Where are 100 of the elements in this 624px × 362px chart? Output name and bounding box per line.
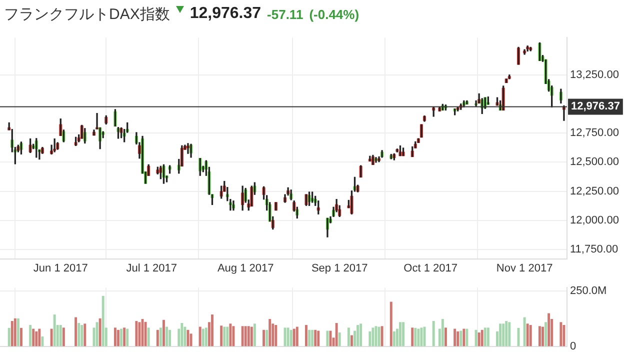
bar [372, 328, 374, 346]
x-tick-label: Aug 1 2017 [217, 262, 274, 274]
bar [16, 318, 20, 346]
bar [420, 328, 423, 346]
bar [335, 322, 338, 346]
bar [123, 328, 126, 346]
bar [32, 328, 35, 346]
bar [338, 332, 341, 346]
bar [144, 322, 147, 346]
bar [374, 326, 378, 346]
bar [126, 328, 129, 346]
bar [166, 326, 168, 346]
bar [226, 326, 229, 346]
bar [29, 324, 32, 346]
bar [562, 324, 566, 346]
bar [78, 322, 80, 346]
bar [311, 330, 314, 346]
bar [414, 328, 417, 346]
bar [286, 328, 290, 346]
text: (-0.44%) [309, 6, 360, 22]
ref-line-label: 12,976.37 [571, 100, 620, 113]
bar [98, 318, 102, 346]
bar [360, 324, 362, 346]
bar [432, 320, 435, 346]
bar [480, 330, 484, 346]
bar [347, 328, 350, 346]
x-tick-label: Jun 1 2017 [33, 262, 88, 274]
bar [526, 324, 529, 346]
chart-title: フランクフルトDAX指数 [4, 4, 170, 24]
bar [80, 324, 84, 346]
bar [162, 320, 165, 346]
bar [350, 335, 353, 346]
bar [59, 324, 62, 346]
bar [96, 322, 98, 346]
bar [180, 322, 184, 346]
bar [232, 326, 235, 346]
bar [229, 324, 232, 346]
bar [120, 328, 123, 346]
text: -57.11 [267, 6, 304, 22]
bar [484, 328, 486, 346]
bar [10, 320, 14, 346]
bar [156, 330, 159, 346]
x-tick-label: Oct 1 2017 [404, 262, 458, 274]
bar [478, 332, 480, 346]
bar [41, 336, 44, 346]
bar [402, 322, 404, 346]
bar [326, 330, 329, 346]
bar [38, 328, 41, 346]
bar [538, 326, 541, 346]
bar [356, 324, 360, 346]
y-tick-label: 12,000.00 [570, 214, 619, 226]
bar [542, 326, 544, 346]
bar [247, 326, 250, 346]
x-tick-label: Jul 1 2017 [126, 262, 177, 274]
bar [444, 328, 447, 346]
bar [314, 330, 317, 346]
candlestick [274, 202, 278, 211]
y-tick-label: 250.0M [570, 284, 607, 297]
bar [35, 331, 38, 346]
y-tick-label: 0 [570, 340, 576, 352]
bar [223, 326, 226, 346]
bar [50, 328, 53, 346]
bar [462, 328, 466, 346]
bar [411, 328, 414, 346]
bar [204, 328, 208, 346]
bar [14, 318, 16, 346]
bar [102, 296, 104, 346]
bar [117, 330, 120, 346]
bar [268, 319, 272, 346]
bar [190, 334, 192, 346]
bar [368, 331, 372, 346]
bar [53, 314, 56, 346]
bar [441, 319, 444, 346]
bar [241, 326, 244, 346]
bar [20, 328, 22, 346]
bar [380, 326, 384, 346]
bar [560, 322, 562, 346]
bar [114, 328, 116, 346]
bar [211, 314, 214, 346]
bar [508, 322, 511, 346]
bar [505, 320, 508, 346]
bar [84, 324, 86, 346]
y-tick-label: 12,750.00 [570, 127, 619, 140]
bar [147, 328, 150, 346]
bar [523, 317, 526, 346]
bar [460, 330, 462, 346]
bar [253, 324, 256, 346]
bar [74, 317, 78, 346]
candlestick [420, 124, 423, 138]
y-tick-label: 11,750.00 [570, 244, 618, 256]
y-tick-label: 12,250.00 [570, 185, 619, 198]
bar [466, 328, 468, 346]
bar [296, 326, 298, 346]
bar [262, 330, 266, 346]
candlestick [504, 78, 508, 83]
bar [290, 330, 292, 346]
bar [390, 302, 392, 346]
bar [62, 328, 65, 346]
bar [202, 328, 204, 346]
bar [417, 328, 420, 346]
